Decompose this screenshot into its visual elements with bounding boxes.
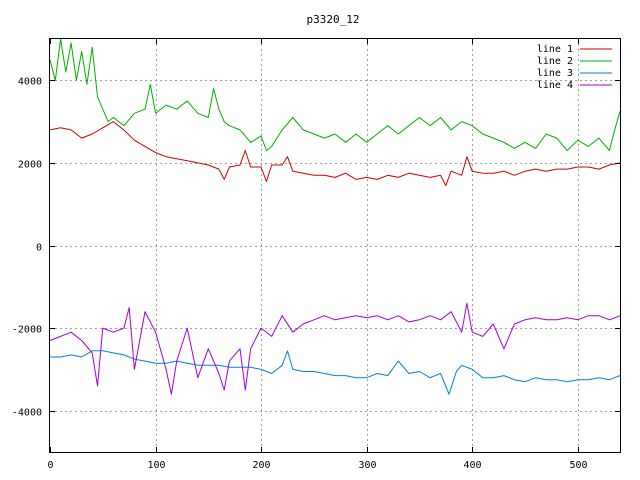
series-group [49, 38, 621, 395]
y-tick-label: 4000 [18, 77, 42, 88]
plot-frame [49, 38, 621, 453]
x-tick-label: 100 [147, 460, 165, 471]
y-tick-label: -2000 [12, 325, 42, 336]
series-line-4 [49, 302, 621, 395]
x-tick-label: 200 [252, 460, 270, 471]
x-tick-label: 400 [463, 460, 481, 471]
series-line-3 [50, 350, 621, 395]
series-line-1 [49, 121, 621, 187]
x-tick-label: 0 [47, 460, 53, 471]
legend-label-3: line 3 [537, 68, 573, 79]
axis-ticks: 0 100 200 300 400 500 -4000 -2000 0 2000 4000 [12, 39, 620, 471]
series-line-2 [49, 38, 621, 151]
x-tick-label: 300 [358, 460, 376, 471]
y-tick-label: 0 [36, 243, 42, 254]
y-tick-label: 2000 [18, 160, 42, 171]
chart-title: p3320_12 [307, 13, 360, 26]
legend-label-1: line 1 [537, 44, 573, 55]
grid-lines [50, 39, 620, 452]
legend-label-4: line 4 [537, 80, 573, 91]
y-tick-label: -4000 [12, 408, 42, 419]
x-tick-label: 500 [569, 460, 587, 471]
legend-label-2: line 2 [537, 56, 573, 67]
